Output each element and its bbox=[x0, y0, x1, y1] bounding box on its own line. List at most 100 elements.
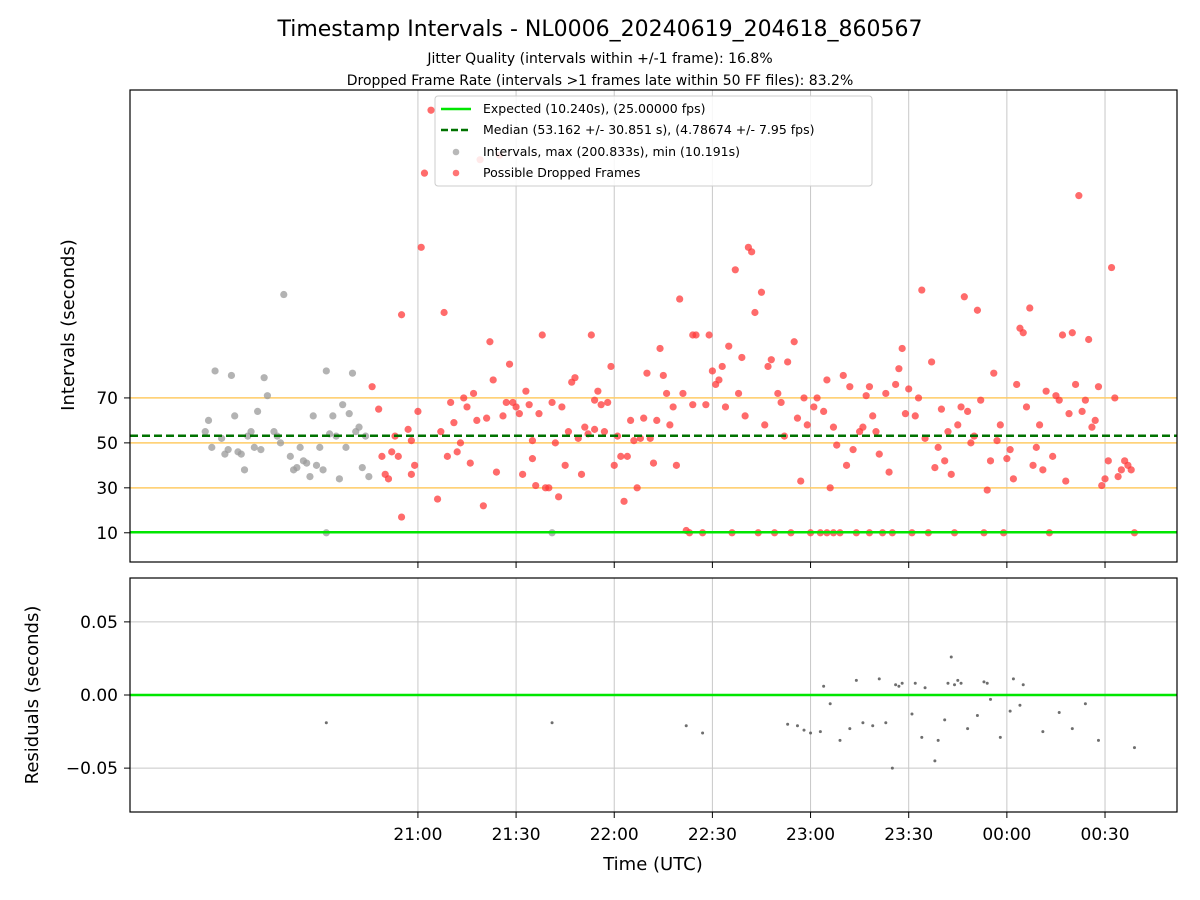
dropped-frame-point bbox=[1127, 466, 1135, 474]
dropped-frame-point bbox=[437, 428, 445, 436]
dropped-frame-point bbox=[1009, 475, 1018, 483]
dropped-frame-point bbox=[761, 421, 769, 429]
dropped-frame-point bbox=[515, 410, 523, 418]
dropped-frame-point bbox=[368, 383, 376, 391]
dropped-frame-point bbox=[767, 356, 775, 364]
dropped-frame-point bbox=[659, 371, 667, 380]
dropped-frame-point bbox=[983, 486, 991, 494]
dropped-frame-point bbox=[581, 423, 589, 431]
residual-point bbox=[933, 759, 937, 763]
dropped-frame-point bbox=[466, 459, 474, 467]
dropped-frame-point bbox=[450, 419, 458, 427]
residual-point bbox=[861, 721, 865, 725]
dropped-frame-point bbox=[620, 497, 628, 505]
dropped-frame-point bbox=[748, 248, 756, 256]
x-tick-label: 22:00 bbox=[590, 825, 639, 845]
residual-point bbox=[1021, 683, 1025, 687]
intervals-plot-frame bbox=[129, 89, 1178, 563]
dropped-frame-point bbox=[666, 421, 674, 429]
dropped-frame-point bbox=[937, 405, 946, 413]
residual-point bbox=[900, 681, 904, 685]
residual-point bbox=[1132, 746, 1136, 750]
dropped-frame-point bbox=[960, 293, 968, 301]
interval-point bbox=[329, 412, 337, 420]
dropped-frame-point bbox=[597, 401, 605, 409]
dropped-frame-point bbox=[931, 464, 939, 472]
dropped-frame-point bbox=[1075, 192, 1083, 200]
dropped-frame-point bbox=[715, 376, 723, 384]
interval-point bbox=[240, 466, 249, 474]
dropped-frame-point bbox=[977, 396, 985, 404]
dropped-frame-point bbox=[1035, 421, 1044, 429]
dropped-frame-point bbox=[708, 367, 716, 375]
residual-point bbox=[923, 686, 927, 690]
dropped-frame-point bbox=[947, 470, 955, 478]
dropped-frame-point bbox=[1071, 380, 1080, 389]
dropped-frame-point bbox=[839, 371, 847, 380]
dropped-frame-point bbox=[911, 412, 919, 420]
dropped-frame-point bbox=[522, 387, 530, 395]
dropped-frame-point bbox=[1065, 410, 1073, 418]
dropped-frame-point bbox=[656, 344, 664, 353]
dropped-frame-point bbox=[483, 414, 491, 422]
dropped-frame-point bbox=[561, 461, 569, 469]
dropped-frame-point bbox=[914, 394, 923, 402]
dropped-frame-point bbox=[777, 398, 785, 407]
residual-point bbox=[953, 683, 957, 687]
y-tick-label: 10 bbox=[96, 524, 118, 544]
dropped-frame-point bbox=[1091, 416, 1099, 424]
dropped-frame-point bbox=[849, 446, 857, 454]
residual-point bbox=[818, 730, 822, 734]
dropped-frame-point bbox=[718, 362, 726, 371]
dropped-frame-point bbox=[1098, 481, 1106, 490]
dropped-frame-point bbox=[672, 461, 681, 469]
residual-point bbox=[324, 721, 328, 725]
x-tick-label: 00:00 bbox=[982, 825, 1031, 845]
interval-point bbox=[250, 443, 258, 451]
interval-point bbox=[247, 428, 255, 436]
residual-point bbox=[1096, 738, 1100, 742]
residual-point bbox=[998, 735, 1002, 739]
dropped-frame-point bbox=[610, 461, 618, 469]
interval-point bbox=[260, 374, 268, 382]
dropped-frame-point bbox=[669, 403, 677, 411]
dropped-frame-point bbox=[397, 513, 406, 521]
interval-point bbox=[312, 461, 321, 469]
interval-point bbox=[263, 392, 272, 400]
dropped-frame-point bbox=[676, 295, 684, 303]
dropped-frame-point bbox=[519, 470, 527, 478]
dropped-frame-point bbox=[731, 266, 739, 274]
residual-point bbox=[884, 721, 888, 725]
dropped-frame-point bbox=[1107, 263, 1116, 272]
interval-point bbox=[358, 464, 366, 472]
dropped-frame-point bbox=[440, 308, 448, 317]
dropped-frame-point bbox=[826, 484, 834, 492]
dropped-frame-point bbox=[964, 407, 972, 416]
dropped-frame-point bbox=[1013, 380, 1021, 389]
residual-point bbox=[550, 721, 554, 725]
residual-point bbox=[890, 766, 894, 770]
dropped-frame-point bbox=[741, 412, 749, 420]
interval-point bbox=[309, 412, 317, 420]
interval-point bbox=[335, 475, 343, 483]
dropped-frame-point bbox=[548, 398, 556, 407]
dropped-frame-point bbox=[757, 288, 766, 296]
interval-point bbox=[316, 443, 324, 451]
dropped-frame-point bbox=[528, 455, 537, 463]
dropped-frame-point bbox=[594, 387, 602, 395]
dropped-frame-point bbox=[623, 452, 631, 460]
dropped-frame-point bbox=[957, 403, 965, 411]
dropped-frame-point bbox=[842, 461, 851, 469]
residual-point bbox=[897, 684, 901, 688]
dropped-frame-point bbox=[859, 423, 867, 431]
dropped-frame-point bbox=[996, 421, 1004, 429]
dropped-frame-point bbox=[492, 468, 501, 476]
dropped-frame-point bbox=[532, 481, 540, 490]
dropped-frame-point bbox=[993, 437, 1001, 445]
dropped-frame-point bbox=[823, 376, 831, 384]
dropped-frame-point bbox=[1026, 304, 1034, 312]
dropped-frame-point bbox=[499, 412, 507, 420]
interval-point bbox=[339, 401, 347, 409]
x-tick-label: 22:30 bbox=[688, 825, 737, 845]
dropped-frame-point bbox=[591, 425, 599, 433]
